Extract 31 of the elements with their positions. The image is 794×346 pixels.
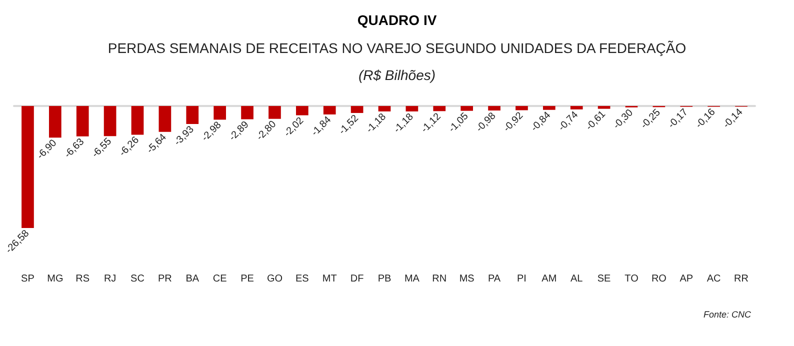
x-tick-label: PR [158,274,172,284]
x-tick-label: AC [706,274,721,284]
x-tick-label: AL [570,274,584,284]
x-tick-label: DF [350,274,364,284]
x-tick-label: TO [624,274,639,284]
source-note: Fonte: CNC [703,310,752,320]
x-tick-label: MG [47,274,64,284]
x-tick-label: RO [651,274,667,284]
chart-title: QUADRO IV [357,12,438,28]
x-tick-label: BA [186,274,200,284]
x-tick-label: RN [432,274,447,284]
x-tick-label: RJ [104,274,116,284]
chart-subtitle: PERDAS SEMANAIS DE RECEITAS NO VAREJO SEGUNDO UNIDADES DA FEDERAÇÃO [108,40,686,56]
x-tick-label: AP [680,274,694,284]
x-tick-label: PI [516,274,526,284]
x-tick-label: AM [542,274,557,284]
y-axis-title: (R$ Bilhões) [358,67,436,83]
x-tick-label: SP [21,274,35,284]
x-tick-label: SE [597,274,612,284]
x-tick-label: PA [488,274,501,284]
x-tick-label: MT [322,274,337,284]
x-tick-label: PE [240,274,254,284]
x-tick-label: RS [76,274,90,284]
x-tick-label: SC [130,274,144,284]
x-tick-label: ES [295,274,310,284]
x-tick-label: PB [378,274,392,284]
x-tick-label: MA [404,274,420,284]
x-tick-label: RR [734,274,749,284]
x-tick-label: GO [266,274,283,284]
x-tick-label: MS [459,274,475,284]
x-tick-label: CE [212,274,228,284]
